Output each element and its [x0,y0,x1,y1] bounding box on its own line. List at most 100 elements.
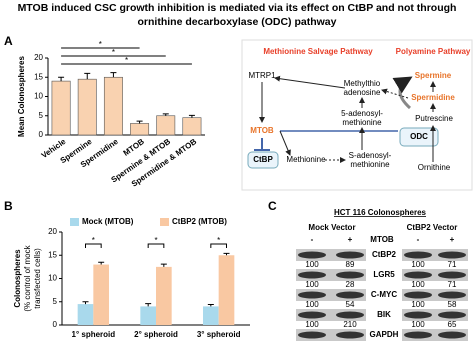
band [336,331,364,339]
label: adenosine [344,88,381,97]
y-tick-label: 20 [34,53,43,62]
bar [93,264,109,325]
bar [218,255,235,325]
label: Spermine [415,71,452,80]
quant-label: 28 [346,280,355,289]
label: S-adenosyl- [349,151,392,160]
bar [130,123,150,136]
title: MTOB induced CSC growth inhibition is me… [18,2,457,14]
error-bar [98,261,105,265]
bar [51,80,71,136]
row-label: GAPDH [370,330,399,339]
sign: - [311,235,314,244]
band [438,291,466,299]
significance-label: * [217,236,220,245]
error-bar [58,76,65,82]
quant-label: 89 [346,260,355,269]
quant-label: 71 [448,260,457,269]
band [336,291,364,299]
y-tick-label: 15 [48,250,57,259]
band [438,331,466,339]
bar [140,306,156,325]
y-axis-label: Mean Colonospheres [17,56,26,137]
y-tick-label: 5 [39,111,44,120]
band [404,291,432,299]
label: Methionine Salvage Pathway [263,47,373,56]
legend-label: Mock (MTOB) [82,217,134,226]
band [404,251,432,259]
quant-label: 100 [411,320,425,329]
error-bar [82,301,89,305]
label: Polyamine Pathway [396,47,471,56]
band [438,271,466,279]
error-bar [145,303,152,307]
pathway: Methionine Salvage Pathway Polyamine Pat… [241,39,473,191]
x-tick-label: 3° spheroid [197,330,241,339]
significance-label: * [125,56,128,65]
label: Spermidine [411,93,455,102]
bar [182,117,202,136]
significance-line [147,243,165,248]
bar [156,266,172,325]
label: Methionine [286,155,326,164]
panel-label: C [268,199,277,213]
quant-label: 210 [343,320,357,329]
y-axis-label: transfected cells) [33,248,42,309]
quant-label: 100 [411,300,425,309]
sign: + [348,235,353,244]
bar [203,306,219,325]
band [298,291,326,299]
odc-box [399,127,439,147]
error-bar [207,304,214,307]
group-label: Mock Vector [308,223,355,232]
error-bar [223,252,230,256]
band [336,311,364,319]
label: Methylthio [344,79,381,88]
arrows [254,75,436,163]
error-bar [110,72,117,78]
bar [77,78,97,136]
label: 5-adenosyl- [341,109,383,118]
bar [156,115,176,136]
band [298,251,326,259]
sign: - [417,235,420,244]
blot-title: HCT 116 Colonospheres [334,208,427,217]
error-bar [188,114,195,118]
band [438,311,466,319]
ctbp-box [247,151,279,169]
y-tick-label: 0 [53,320,58,329]
error-bar [162,113,169,116]
quant-label: 71 [448,280,457,289]
quant-label: 58 [448,300,457,309]
band [438,251,466,259]
quant-label: 54 [346,300,355,309]
error-bar [160,263,167,267]
y-tick-label: 15 [34,72,43,81]
panel-label: A [4,34,13,48]
label: methionine [350,160,390,169]
quant-label: 100 [305,300,319,309]
significance-label: * [92,236,95,245]
legend-swatch [160,218,169,226]
band [404,311,432,319]
pathway-frame [241,39,473,191]
label: ODC [410,132,428,141]
band [404,331,432,339]
label: CtBP [253,155,273,164]
quant-label: 100 [305,320,319,329]
quant-label: 100 [411,280,425,289]
band [404,271,432,279]
blot-panel: HCT 116 Colonospheres Mock Vector CtBP2 … [308,208,457,244]
error-bar [84,72,91,80]
row-label: LGR5 [373,270,395,279]
significance-label: * [154,236,157,245]
y-tick-label: 0 [39,130,44,139]
y-axis-label: Colonospheres [13,249,22,308]
band [336,251,364,259]
quant-label: 100 [305,280,319,289]
y-axis-label: (% control of mock [23,244,32,311]
label: methionine [342,118,382,127]
row-label: BIK [377,310,391,319]
bar [77,304,94,325]
